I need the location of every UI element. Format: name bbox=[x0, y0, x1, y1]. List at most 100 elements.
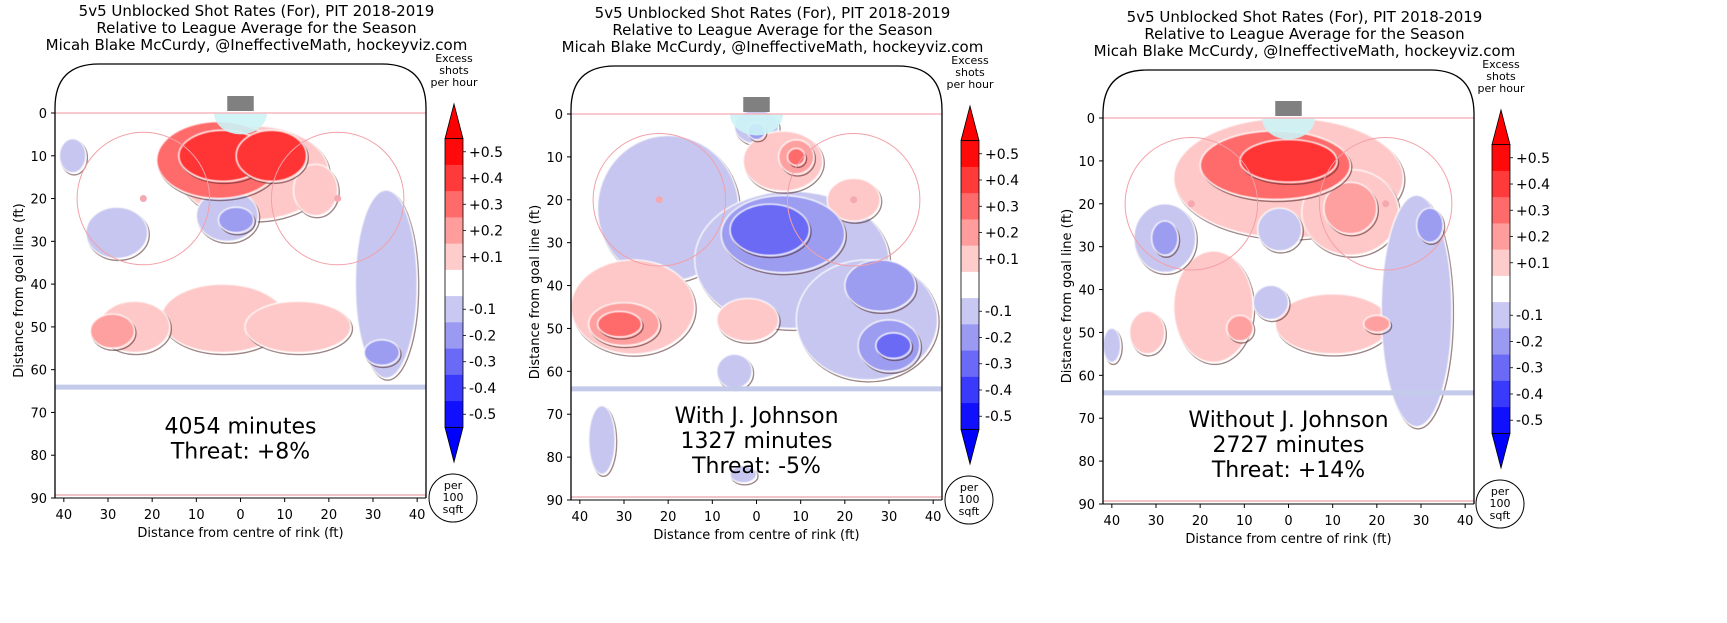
x-tick-label: 40 bbox=[1457, 514, 1474, 529]
contour-region bbox=[244, 300, 352, 354]
x-tick-label: 30 bbox=[1413, 514, 1430, 529]
colorbar-tick-label: +0.1 bbox=[1516, 256, 1550, 272]
faceoff-dot bbox=[334, 195, 342, 203]
colorbar-tick-label: -0.1 bbox=[985, 304, 1012, 320]
contour-region bbox=[596, 310, 643, 338]
y-tick-label: 70 bbox=[1078, 412, 1095, 427]
faceoff-circle bbox=[786, 133, 921, 267]
y-tick-label: 50 bbox=[30, 321, 47, 336]
colorbar-segment bbox=[1492, 249, 1510, 277]
colorbar-frame bbox=[444, 138, 464, 428]
y-tick-label: 0 bbox=[555, 108, 563, 123]
chart-title-line: Relative to League Average for the Seaso… bbox=[96, 19, 416, 37]
legend-title-line: per hour bbox=[431, 76, 478, 89]
contour-region bbox=[58, 138, 87, 174]
y-tick-label: 30 bbox=[30, 235, 47, 250]
faceoff-circle bbox=[270, 131, 405, 266]
colorbar-segment bbox=[445, 138, 463, 166]
unit-area-label: per bbox=[444, 479, 463, 492]
contour-region bbox=[729, 465, 758, 484]
colorbar-tick-label: -0.1 bbox=[469, 302, 496, 318]
colorbar-tick-label: -0.1 bbox=[1516, 308, 1543, 324]
colorbar-tick-label: -0.3 bbox=[985, 357, 1012, 373]
chart-title-line: Relative to League Average for the Seaso… bbox=[1144, 25, 1464, 43]
colorbar-bottom-arrow bbox=[444, 426, 464, 464]
colorbar-tick-label: +0.1 bbox=[985, 252, 1019, 268]
contour-region bbox=[363, 339, 401, 366]
faceoff-dot bbox=[1382, 200, 1390, 208]
blue-line bbox=[1103, 390, 1474, 396]
legend-title-line: shots bbox=[1486, 70, 1516, 83]
y-tick-label: 60 bbox=[1078, 369, 1095, 384]
blue-line bbox=[55, 384, 426, 390]
panel-annotation: With J. Johnson bbox=[674, 404, 838, 429]
colorbar-segment bbox=[961, 403, 979, 430]
unit-area-circle bbox=[944, 475, 994, 525]
y-tick-label: 20 bbox=[546, 194, 563, 209]
colorbar-tick-label: -0.5 bbox=[1516, 413, 1543, 429]
colorbar-segment bbox=[961, 271, 979, 299]
colorbar-segment bbox=[1492, 275, 1510, 303]
colorbar-tick-label: -0.4 bbox=[985, 383, 1012, 399]
y-tick-label: 80 bbox=[546, 451, 563, 466]
colorbar-segment bbox=[445, 243, 463, 271]
x-tick-label: 10 bbox=[276, 508, 293, 523]
contour-region bbox=[217, 206, 255, 234]
faceoff-dot bbox=[1187, 200, 1195, 208]
chart-title-line: 5v5 Unblocked Shot Rates (For), PIT 2018… bbox=[1127, 8, 1483, 26]
x-axis-label: Distance from centre of rink (ft) bbox=[653, 528, 859, 543]
colorbar-top-arrow bbox=[1491, 108, 1511, 146]
faceoff-circle bbox=[592, 133, 727, 267]
x-tick-label: 20 bbox=[837, 510, 854, 525]
colorbar-tick-label: -0.2 bbox=[985, 330, 1012, 346]
goal-net bbox=[227, 96, 254, 111]
contour-region bbox=[1380, 194, 1453, 428]
contour-region bbox=[716, 297, 780, 342]
contour-region bbox=[235, 129, 308, 183]
x-tick-label: 20 bbox=[144, 508, 161, 523]
colorbar-segment bbox=[961, 350, 979, 378]
colorbar-tick-label: +0.2 bbox=[985, 226, 1019, 242]
legend-title-line: per hour bbox=[1478, 82, 1525, 95]
x-tick-label: 20 bbox=[660, 510, 677, 525]
x-tick-label: 30 bbox=[365, 508, 382, 523]
faceoff-circle bbox=[1124, 137, 1259, 271]
panel-annotation: Without J. Johnson bbox=[1188, 408, 1388, 433]
y-tick-label: 60 bbox=[546, 365, 563, 380]
y-tick-label: 70 bbox=[546, 408, 563, 423]
y-axis-label: Distance from goal line (ft) bbox=[1060, 209, 1075, 383]
colorbar-segment bbox=[445, 164, 463, 192]
contour-region bbox=[1150, 220, 1179, 256]
panel-annotation: 1327 minutes bbox=[680, 429, 832, 454]
contour-region bbox=[89, 313, 136, 349]
colorbar-top-arrow bbox=[960, 104, 980, 142]
colorbar-segment bbox=[445, 322, 463, 350]
colorbar-tick-label: +0.2 bbox=[1516, 230, 1550, 246]
legend-title-line: Excess bbox=[435, 52, 473, 65]
rink-interior bbox=[1103, 117, 1474, 502]
chart-title-line: Micah Blake McCurdy, @IneffectiveMath, h… bbox=[562, 38, 984, 56]
colorbar-tick-label: +0.3 bbox=[985, 199, 1019, 215]
faceoff-dot bbox=[139, 195, 147, 203]
colorbar-segment bbox=[445, 269, 463, 297]
rink-outline bbox=[570, 65, 943, 500]
x-tick-label: 10 bbox=[704, 510, 721, 525]
x-tick-label: 40 bbox=[572, 510, 589, 525]
colorbar-segment bbox=[961, 166, 979, 194]
x-tick-label: 20 bbox=[1369, 514, 1386, 529]
contour-region bbox=[875, 332, 912, 360]
contour-region bbox=[1239, 138, 1338, 183]
colorbar-segment bbox=[961, 193, 979, 220]
y-tick-label: 10 bbox=[1078, 155, 1095, 170]
colorbar-segment bbox=[445, 348, 463, 376]
colorbar-tick-label: -0.4 bbox=[469, 381, 496, 397]
y-tick-label: 80 bbox=[30, 449, 47, 464]
colorbar-segment bbox=[1492, 302, 1510, 329]
contour-region bbox=[354, 189, 418, 379]
x-tick-label: 40 bbox=[56, 508, 73, 523]
faceoff-dot bbox=[655, 196, 663, 204]
unit-area-circle bbox=[1475, 479, 1525, 529]
colorbar-segment bbox=[961, 245, 979, 273]
y-tick-label: 10 bbox=[30, 150, 47, 165]
rink-outline bbox=[54, 63, 427, 498]
